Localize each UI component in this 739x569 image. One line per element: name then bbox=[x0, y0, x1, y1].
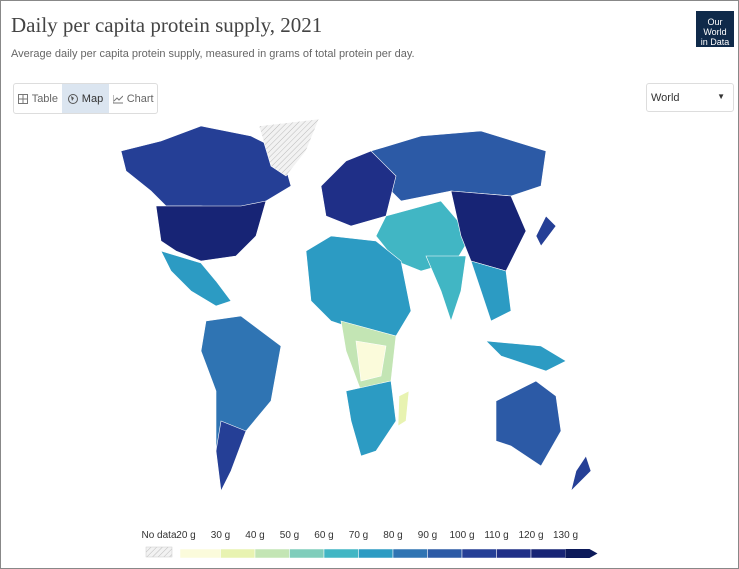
legend-bin bbox=[289, 548, 325, 559]
tab-label: Table bbox=[31, 92, 58, 105]
southeast-asia[interactable] bbox=[470, 260, 512, 322]
legend-bin bbox=[220, 548, 256, 559]
legend-label: 50 g bbox=[280, 530, 299, 541]
logo-line: Our World bbox=[703, 17, 727, 37]
icon bbox=[67, 93, 78, 104]
legend-label: 40 g bbox=[245, 530, 264, 541]
australia[interactable] bbox=[495, 380, 562, 467]
japan[interactable] bbox=[535, 215, 557, 247]
countries bbox=[120, 118, 592, 493]
legend-bin bbox=[254, 548, 290, 559]
icon bbox=[17, 93, 28, 104]
legend-no-data-label: No data bbox=[141, 530, 176, 541]
india[interactable] bbox=[425, 255, 467, 322]
legend-label: 110 g bbox=[484, 530, 508, 541]
region-select[interactable]: World ▼ bbox=[646, 83, 734, 112]
legend-label: 20 g bbox=[176, 530, 195, 541]
legend-bin bbox=[461, 548, 497, 559]
legend-no-data-swatch bbox=[145, 546, 173, 558]
dropdown-arrow: ▼ bbox=[717, 92, 725, 101]
south-america[interactable] bbox=[200, 315, 282, 493]
legend-label: 30 g bbox=[211, 530, 230, 541]
russia[interactable] bbox=[370, 130, 547, 202]
legend-arrow bbox=[565, 549, 598, 558]
north-africa[interactable] bbox=[305, 235, 412, 337]
indonesia[interactable] bbox=[485, 340, 567, 372]
usa[interactable] bbox=[155, 200, 267, 262]
legend-label: 60 g bbox=[314, 530, 333, 541]
logo-line: in Data bbox=[700, 37, 730, 47]
legend-bin bbox=[530, 548, 566, 559]
legend-bin bbox=[392, 548, 428, 559]
tab[interactable]: Table bbox=[14, 84, 62, 113]
legend-label: 120 g bbox=[518, 530, 543, 541]
title: Daily per capita protein supply, 2021 bbox=[11, 13, 323, 37]
legend-bin bbox=[323, 548, 359, 559]
new-zealand[interactable] bbox=[570, 455, 592, 492]
legend-bin bbox=[496, 548, 532, 559]
region-select-value: World bbox=[651, 92, 680, 104]
europe[interactable] bbox=[320, 150, 397, 227]
legend-label: 130 g bbox=[553, 530, 578, 541]
legend-label: 70 g bbox=[349, 530, 368, 541]
legend-label: 80 g bbox=[383, 530, 402, 541]
legend: 20 g 30 g 40 g 50 g 60 g 70 g 80 g 90 g 100 g 110… bbox=[176, 530, 598, 559]
legend-bin bbox=[179, 548, 221, 559]
tab-label: Map bbox=[81, 92, 104, 105]
subtitle: Average daily per capita protein supply,… bbox=[11, 48, 415, 60]
tab[interactable]: Chart bbox=[109, 84, 157, 113]
argentina[interactable] bbox=[215, 420, 247, 493]
icon bbox=[112, 94, 123, 103]
logo[interactable]: Our World in Data bbox=[696, 11, 734, 47]
legend-label: 100 g bbox=[449, 530, 474, 541]
central-america[interactable] bbox=[160, 250, 232, 307]
legend-label: 90 g bbox=[418, 530, 437, 541]
legend-bin bbox=[427, 548, 463, 559]
madagascar[interactable] bbox=[397, 390, 410, 427]
southern-africa[interactable] bbox=[345, 380, 397, 457]
tab[interactable]: Map bbox=[61, 84, 110, 113]
drc[interactable] bbox=[355, 340, 387, 382]
tabs: Table Map Chart bbox=[13, 83, 158, 114]
legend-bin bbox=[358, 548, 394, 559]
greenland[interactable] bbox=[258, 118, 320, 177]
tab-label: Chart bbox=[126, 92, 154, 105]
